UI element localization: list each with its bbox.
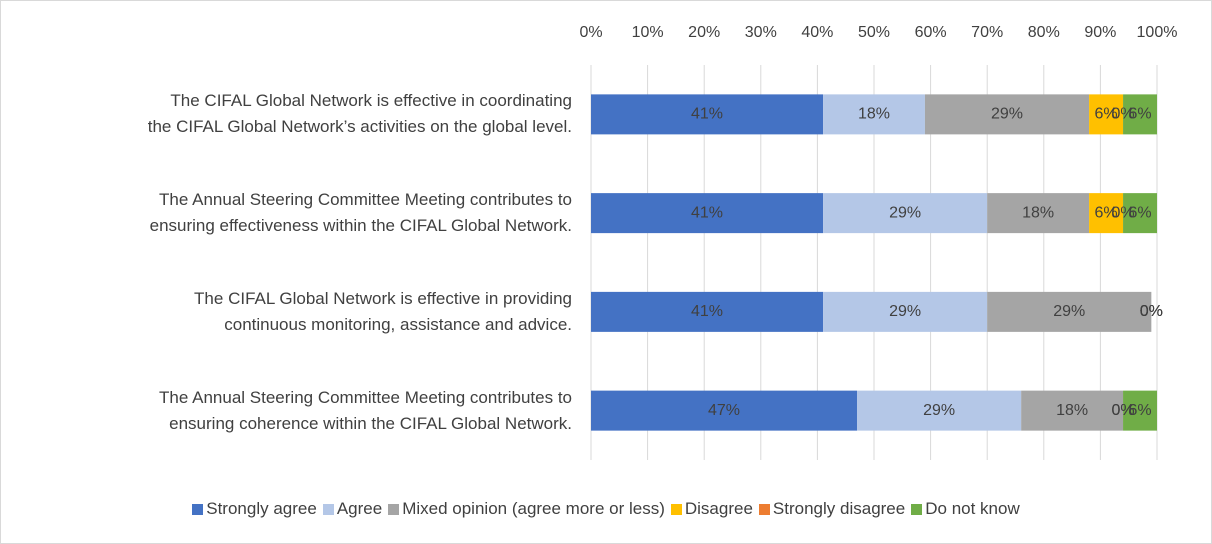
bar-segment bbox=[823, 291, 988, 332]
x-tick-label: 10% bbox=[632, 24, 664, 41]
bar-segment bbox=[1089, 94, 1124, 135]
bar-segment bbox=[1123, 193, 1157, 234]
data-label: 41% bbox=[691, 106, 723, 123]
x-tick-label: 90% bbox=[1084, 24, 1116, 41]
bar-segment bbox=[591, 390, 858, 431]
bar-segment bbox=[823, 94, 925, 135]
x-tick-label: 40% bbox=[801, 24, 833, 41]
data-label: 6% bbox=[1094, 204, 1117, 221]
legend-swatch bbox=[388, 503, 400, 515]
x-tick-label: 100% bbox=[1137, 24, 1178, 41]
data-label: 0% bbox=[1140, 303, 1163, 320]
bar-segment bbox=[1021, 390, 1124, 431]
legend-label: Mixed opinion (agree more or less) bbox=[402, 499, 665, 518]
bar-segment bbox=[1089, 193, 1124, 234]
legend-item: Disagree bbox=[670, 499, 753, 519]
data-label: 0% bbox=[1111, 106, 1134, 123]
x-tick-label: 20% bbox=[688, 24, 720, 41]
data-label: 29% bbox=[1053, 303, 1085, 320]
bar-segment bbox=[823, 193, 988, 234]
legend-swatch bbox=[670, 503, 682, 515]
data-label: 6% bbox=[1128, 204, 1151, 221]
data-label: 29% bbox=[991, 106, 1023, 123]
legend-swatch bbox=[758, 503, 770, 515]
data-label: 6% bbox=[1094, 106, 1117, 123]
bar-segment bbox=[857, 390, 1022, 431]
data-label: 18% bbox=[1022, 204, 1054, 221]
bar-segment bbox=[591, 94, 824, 135]
bar-segment bbox=[1123, 390, 1157, 431]
bar-segment bbox=[924, 94, 1090, 135]
category-label: The CIFAL Global Network is effective in… bbox=[194, 288, 572, 334]
data-label: 6% bbox=[1128, 106, 1151, 123]
bar-segment bbox=[987, 193, 1090, 234]
x-tick-label: 0% bbox=[579, 24, 602, 41]
data-label: 29% bbox=[889, 303, 921, 320]
data-label: 29% bbox=[889, 204, 921, 221]
legend-label: Strongly agree bbox=[206, 499, 317, 518]
category-label: The Annual Steering Committee Meeting co… bbox=[149, 190, 572, 236]
legend-item: Strongly disagree bbox=[758, 499, 906, 519]
x-tick-label: 50% bbox=[858, 24, 890, 41]
data-label: 18% bbox=[1056, 402, 1088, 419]
legend: Strongly agree Agree Mixed opinion (agree … bbox=[0, 499, 1212, 519]
x-tick-label: 80% bbox=[1028, 24, 1060, 41]
legend-swatch bbox=[911, 503, 923, 515]
data-label: 29% bbox=[923, 402, 955, 419]
legend-swatch bbox=[192, 503, 204, 515]
data-label: 0% bbox=[1111, 402, 1134, 419]
legend-item: Strongly agree bbox=[192, 499, 317, 519]
category-label: The CIFAL Global Network is effective in… bbox=[147, 91, 572, 137]
legend-label: Do not know bbox=[925, 499, 1020, 518]
bar-segment bbox=[591, 193, 824, 234]
legend-label: Disagree bbox=[684, 499, 753, 518]
bar-segment bbox=[591, 291, 824, 332]
legend-label: Strongly disagree bbox=[772, 499, 906, 518]
legend-item: Do not know bbox=[911, 499, 1020, 519]
data-label: 0% bbox=[1140, 303, 1163, 320]
category-label: The Annual Steering Committee Meeting co… bbox=[159, 387, 572, 433]
x-tick-label: 60% bbox=[915, 24, 947, 41]
bar-segment bbox=[1123, 94, 1157, 135]
x-tick-label: 30% bbox=[745, 24, 777, 41]
data-label: 18% bbox=[858, 106, 890, 123]
data-label: 41% bbox=[691, 204, 723, 221]
data-label: 6% bbox=[1128, 402, 1151, 419]
data-label: 41% bbox=[691, 303, 723, 320]
data-label: 0% bbox=[1111, 402, 1134, 419]
legend-item: Agree bbox=[322, 499, 383, 519]
data-label: 0% bbox=[1140, 303, 1163, 320]
data-label: 0% bbox=[1111, 204, 1134, 221]
data-label: 47% bbox=[708, 402, 740, 419]
x-tick-label: 70% bbox=[971, 24, 1003, 41]
legend-swatch bbox=[322, 503, 334, 515]
bar-segment bbox=[987, 291, 1152, 332]
legend-label: Agree bbox=[336, 499, 383, 518]
legend-item: Mixed opinion (agree more or less) bbox=[388, 499, 665, 519]
